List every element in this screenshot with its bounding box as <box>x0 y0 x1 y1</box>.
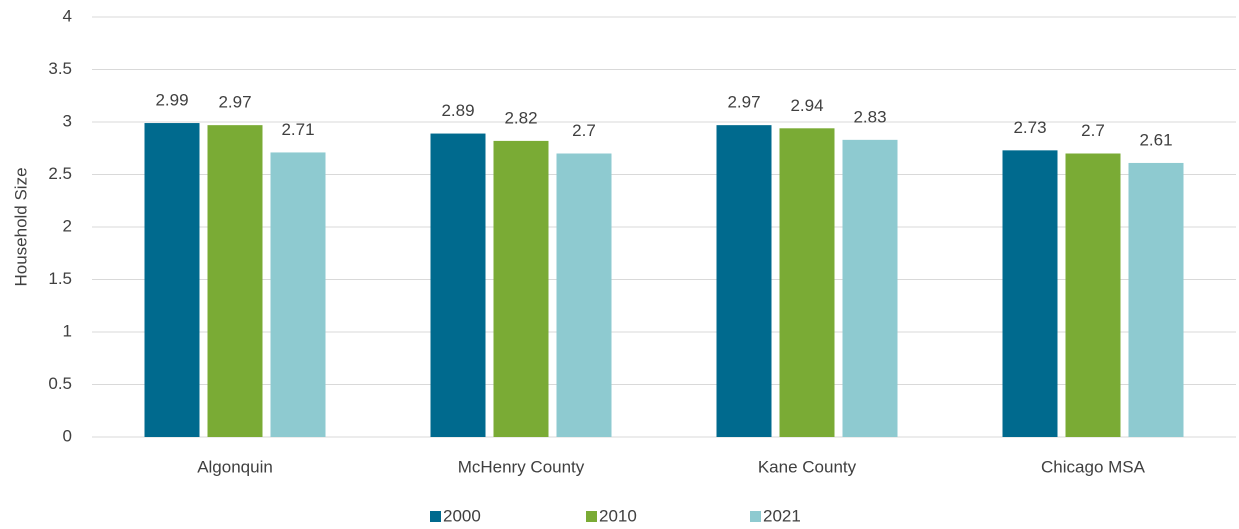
data-label: 2.7 <box>1081 121 1105 140</box>
bar <box>842 139 898 437</box>
data-label: 2.83 <box>853 107 886 126</box>
data-label: 2.61 <box>1139 130 1172 149</box>
y-tick-label: 0 <box>63 426 72 445</box>
bar <box>716 125 772 438</box>
x-tick-label: Kane County <box>758 457 857 476</box>
bar <box>1128 162 1184 437</box>
y-tick-label: 1.5 <box>48 269 72 288</box>
data-label: 2.94 <box>790 96 823 115</box>
bar <box>1002 150 1058 437</box>
legend-swatch <box>430 511 441 522</box>
x-tick-label: McHenry County <box>458 457 585 476</box>
y-tick-label: 1 <box>63 321 72 340</box>
bar <box>207 125 263 438</box>
bar <box>144 123 200 438</box>
bar <box>556 153 612 437</box>
bar <box>779 128 835 438</box>
data-label: 2.97 <box>727 93 760 112</box>
legend-label: 2021 <box>763 506 801 525</box>
bar <box>270 152 326 437</box>
data-label: 2.73 <box>1013 118 1046 137</box>
y-tick-label: 3 <box>63 111 72 130</box>
data-label: 2.82 <box>504 108 537 127</box>
y-tick-label: 4 <box>63 6 72 25</box>
data-label: 2.99 <box>155 91 188 110</box>
y-axis-label: Household Size <box>11 167 30 286</box>
legend-label: 2000 <box>443 506 481 525</box>
data-label: 2.7 <box>572 121 596 140</box>
y-tick-label: 2 <box>63 216 72 235</box>
x-tick-label: Chicago MSA <box>1041 457 1146 476</box>
y-tick-label: 3.5 <box>48 59 72 78</box>
legend-label: 2010 <box>599 506 637 525</box>
data-label: 2.71 <box>281 120 314 139</box>
bar <box>430 133 486 438</box>
data-label: 2.89 <box>441 101 474 120</box>
data-label: 2.97 <box>218 93 251 112</box>
legend-swatch <box>586 511 597 522</box>
legend-swatch <box>750 511 761 522</box>
y-tick-label: 2.5 <box>48 164 72 183</box>
bar <box>493 140 549 437</box>
y-tick-label: 0.5 <box>48 374 72 393</box>
x-tick-label: Algonquin <box>197 457 273 476</box>
bar <box>1065 153 1121 437</box>
